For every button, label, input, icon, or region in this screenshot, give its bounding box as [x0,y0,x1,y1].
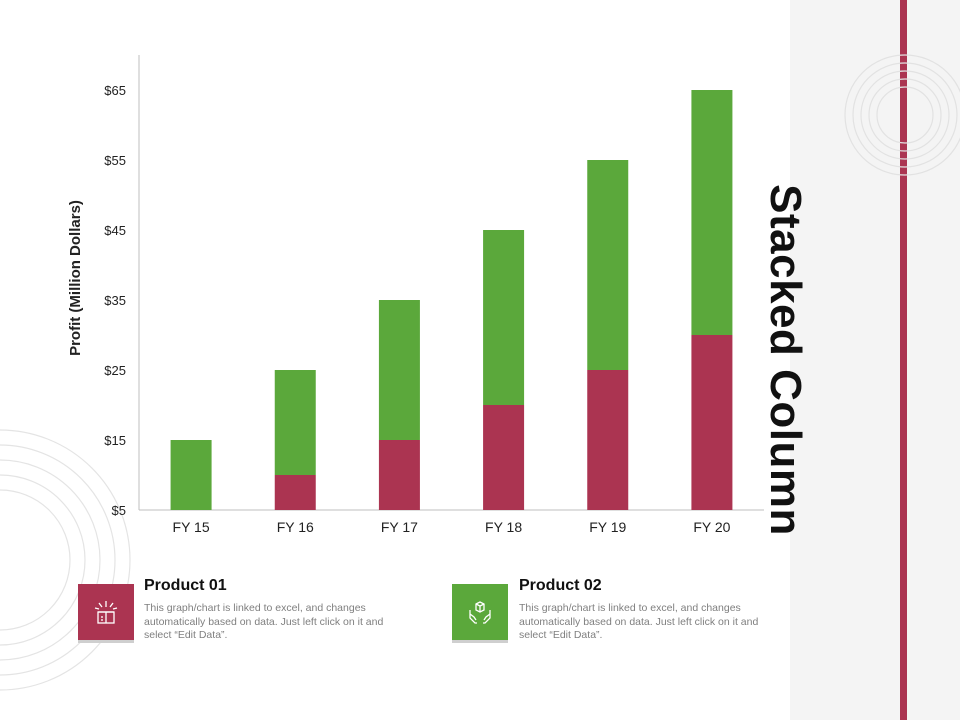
bar-product-01-fy20 [691,335,732,510]
gift-box-icon [92,598,120,626]
x-tick-label: FY 16 [277,519,314,535]
y-tick-label: $15 [104,433,126,448]
product-02-icon-box [452,584,508,640]
bar-product-02-fy15 [171,440,212,510]
product-01-description: This graph/chart is linked to excel, and… [144,602,406,643]
product-02-title: Product 02 [519,577,602,595]
y-axis-label: Profit (Million Dollars) [67,200,84,356]
y-tick-label: $5 [112,503,126,518]
bar-product-02-fy20 [691,90,732,335]
x-tick-label: FY 17 [381,519,418,535]
stacked-column-chart: $5$15$25$35$45$55$65 FY 15 FY 16 FY 17 FY 1… [0,0,790,560]
y-tick-labels: $5 $15 $25 $35 $45 $55 $65 [104,83,126,518]
product-02-description: This graph/chart is linked to excel, and… [519,602,781,643]
bar-product-02-fy19 [587,160,628,370]
x-tick-label: FY 20 [693,519,730,535]
bar-product-02-fy17 [379,300,420,440]
x-tick-label: FY 19 [589,519,626,535]
y-tick-label: $25 [104,363,126,378]
bar-product-01-fy16 [275,475,316,510]
y-tick-label: $65 [104,83,126,98]
accent-stripe [900,0,907,720]
bar-product-01-fy19 [587,370,628,510]
x-tick-labels: FY 15 FY 16 FY 17 FY 18 FY 19 FY 20 [173,519,731,535]
y-tick-label: $45 [104,223,126,238]
x-tick-label: FY 15 [173,519,210,535]
bars-group [171,90,733,510]
x-tick-label: FY 18 [485,519,522,535]
bar-product-02-fy16 [275,370,316,475]
product-01-title: Product 01 [144,577,227,595]
y-tick-label: $35 [104,293,126,308]
hands-box-icon [466,598,494,626]
y-tick-label: $55 [104,153,126,168]
bar-product-02-fy18 [483,230,524,405]
bar-product-01-fy18 [483,405,524,510]
product-01-icon-box [78,584,134,640]
bar-product-01-fy17 [379,440,420,510]
